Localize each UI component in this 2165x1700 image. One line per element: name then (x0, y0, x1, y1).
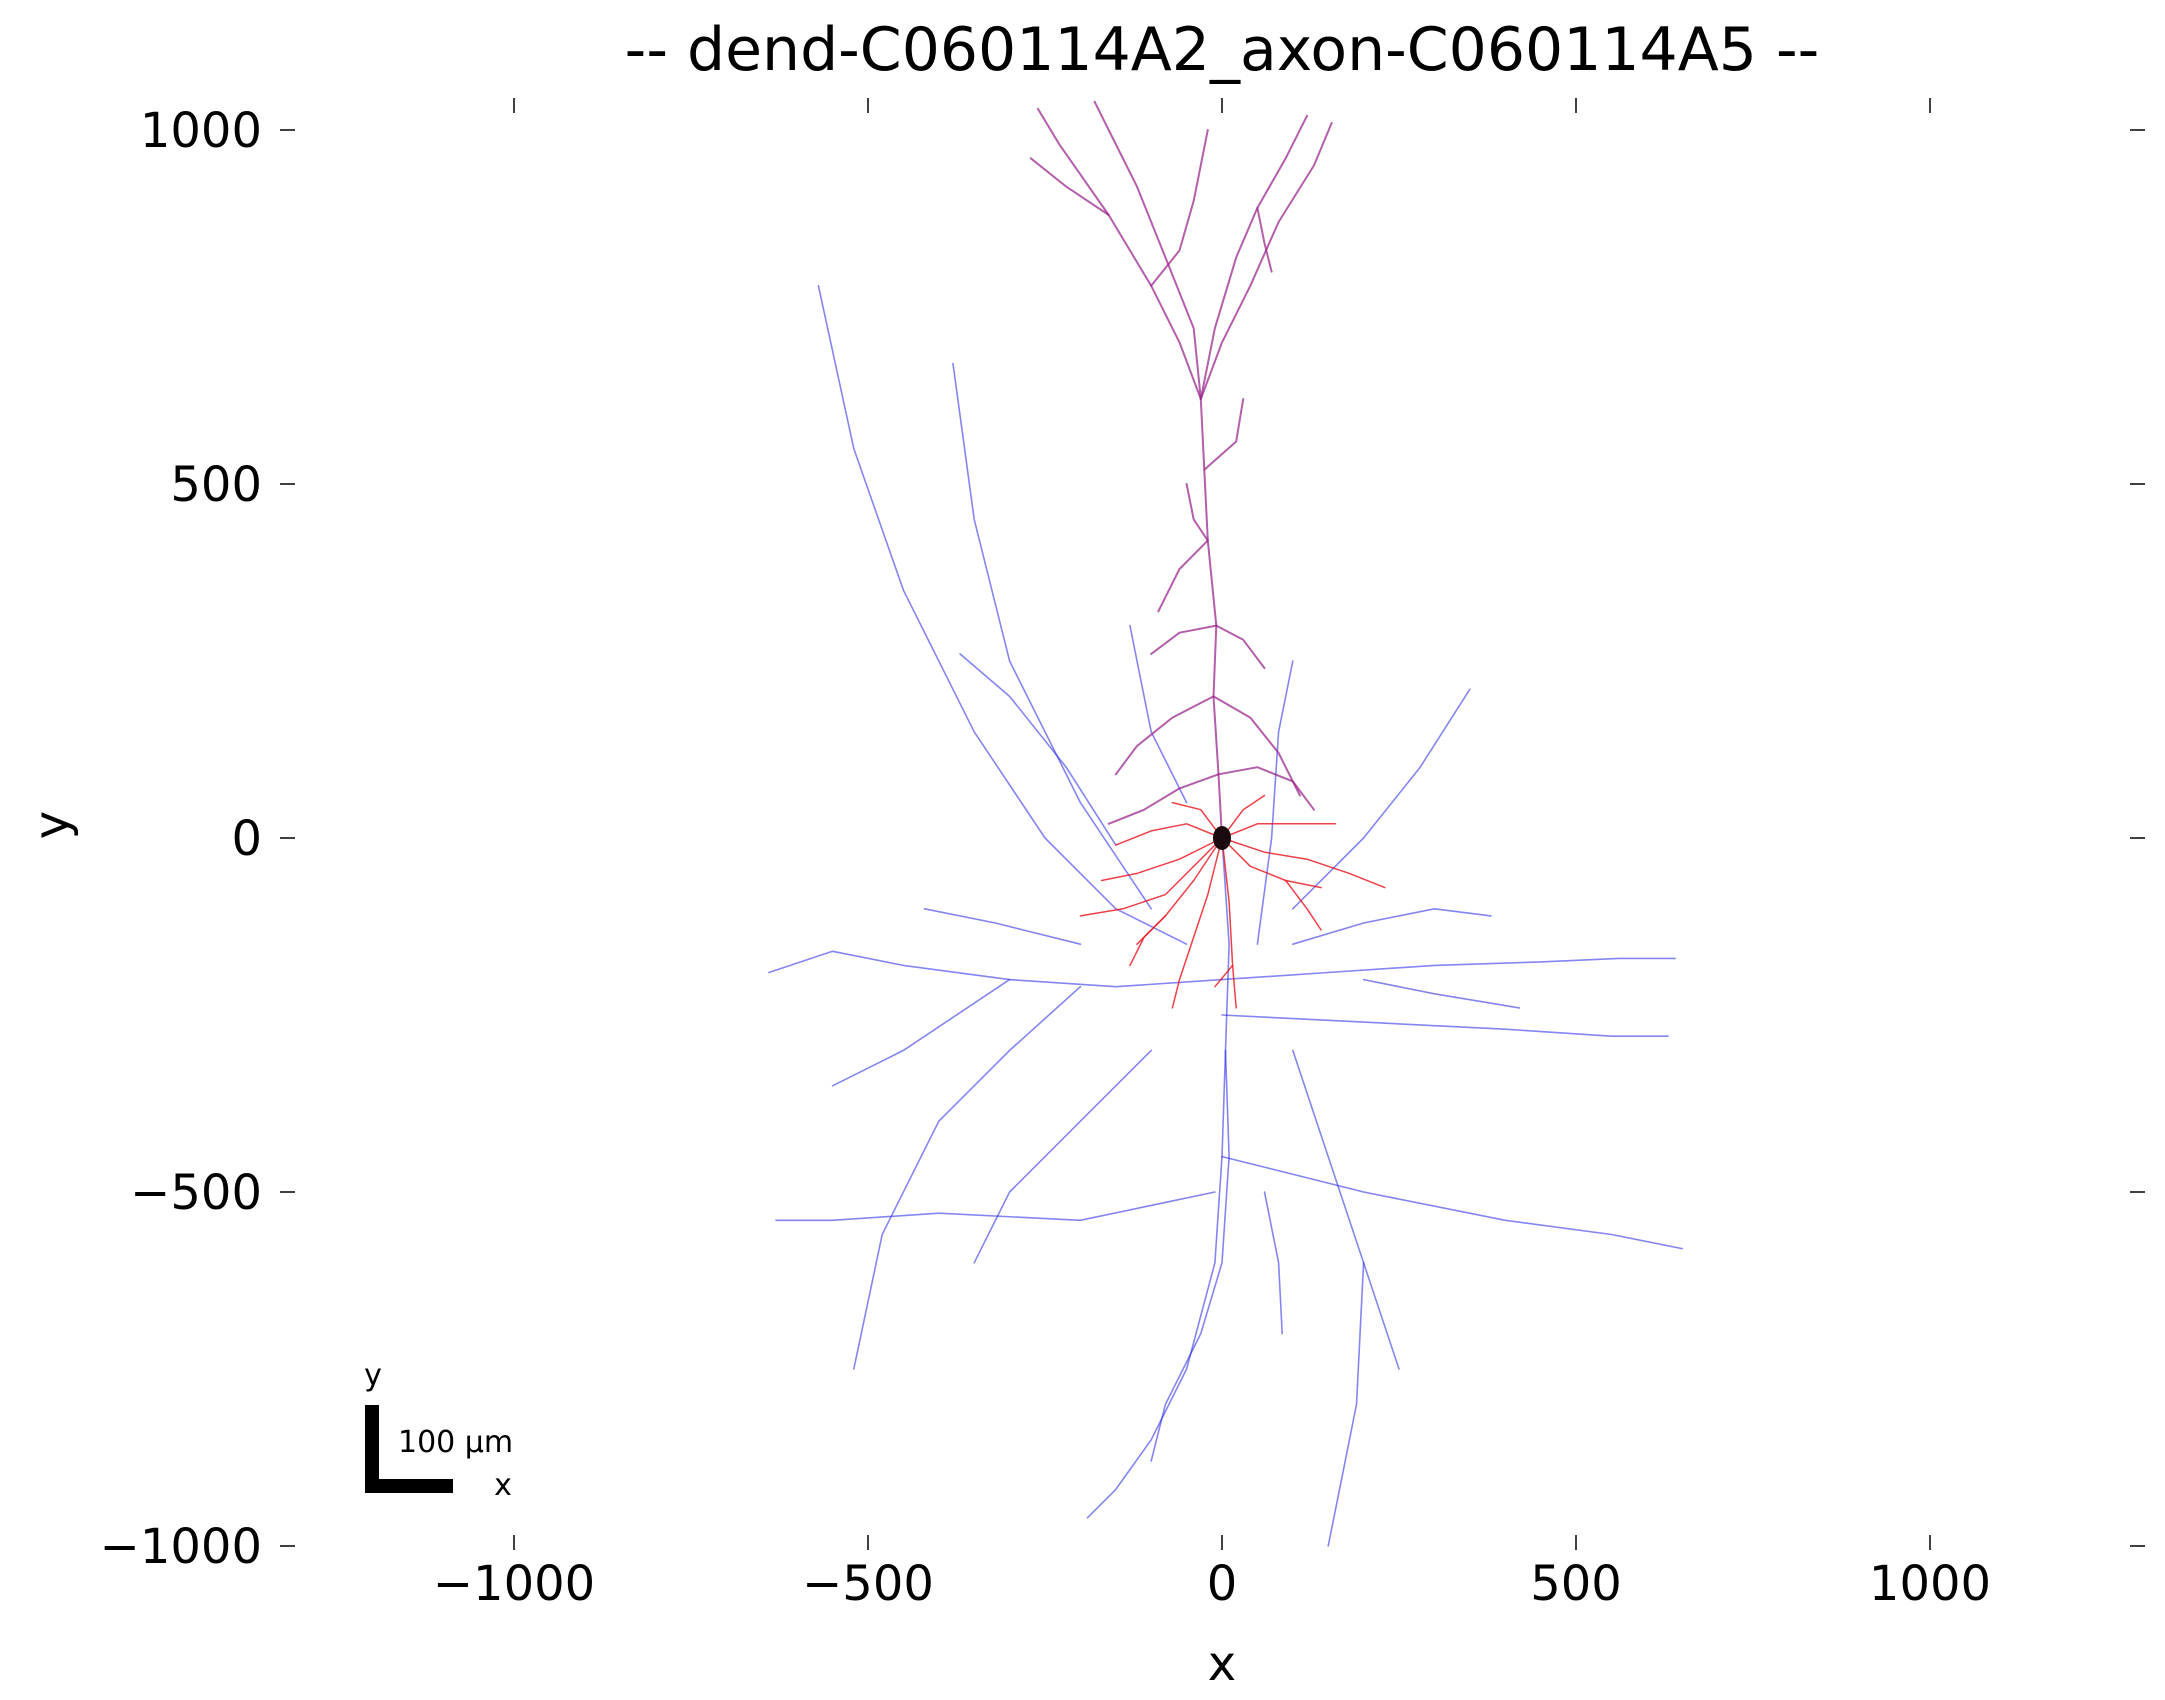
scale-bar-y-label: y (364, 1358, 382, 1393)
apical-dendrite-branch (1217, 766, 1315, 811)
axon-branch (1129, 624, 1188, 804)
axon-branch (959, 653, 1117, 846)
scale-bar-length-label: 100 μm (398, 1425, 513, 1460)
apical-dendrite-branch (1114, 695, 1215, 776)
scale-bar-vertical (365, 1405, 379, 1493)
apical-dendrite-branch (1093, 100, 1202, 400)
axon-branch (1362, 978, 1521, 1009)
basal-dendrite-branch (1221, 837, 1237, 1009)
apical-dendrite-branch (1199, 398, 1223, 839)
apical-dendrite-series (1029, 100, 1333, 839)
apical-dendrite-branch (1199, 121, 1333, 400)
axon-branch (831, 978, 1011, 1087)
axon-branch (952, 362, 1152, 910)
scale-bar-x-label: x (494, 1468, 512, 1503)
axon-branch (1221, 957, 1676, 981)
apical-dendrite-branch (1150, 129, 1209, 287)
scale-bar: y 100 μm x (364, 1358, 513, 1503)
apical-dendrite-branch (1256, 206, 1273, 273)
basal-dendrite-branch (1115, 823, 1223, 846)
y-tick-label: 1000 (140, 103, 262, 159)
x-axis-label: x (1208, 1636, 1236, 1692)
apical-dendrite-branch (1157, 539, 1209, 613)
axon-branch (923, 907, 1082, 946)
axon-series (768, 284, 1683, 1547)
basal-dendrite-branch (1171, 801, 1223, 839)
x-tick-label: 0 (1207, 1556, 1238, 1612)
apical-dendrite-branch (1203, 398, 1245, 471)
axon-branch (1263, 1191, 1283, 1335)
apical-dendrite-branch (1036, 107, 1202, 400)
basal-dendrite-branch (1221, 823, 1337, 839)
y-tick-label: −500 (130, 1165, 262, 1221)
axon-branch (973, 1049, 1152, 1264)
axon-branch (1256, 660, 1294, 946)
basal-dendrite-branch (1221, 794, 1266, 839)
basal-dendrite-branch (1214, 964, 1234, 988)
axon-branch (1221, 1014, 1669, 1037)
basal-dendrite-branch (1221, 837, 1322, 889)
axes: −1000 −500 0 500 1000 1000 500 0 −500 −1000 (100, 98, 2145, 1612)
apical-dendrite-branch (1212, 695, 1301, 797)
axon-branch (1292, 688, 1471, 910)
basal-dendrite-branch (1171, 837, 1223, 1009)
apical-dendrite-branch (1107, 773, 1220, 825)
basal-dendrite-branch (1129, 915, 1167, 967)
axon-branch (768, 950, 1223, 988)
basal-dendrite-branch (1221, 837, 1386, 889)
basal-dendrite-series (1079, 794, 1386, 1009)
morphology-traces (768, 100, 1683, 1547)
x-tick-label: 500 (1530, 1556, 1622, 1612)
basal-dendrite-branch (1284, 879, 1322, 931)
x-tick-label: −1000 (433, 1556, 595, 1612)
y-axis-label: y (24, 811, 80, 839)
apical-dendrite-branch (1029, 157, 1110, 216)
axon-branch (775, 1191, 1216, 1222)
axon-branch (1292, 907, 1492, 946)
x-tick-label: −500 (802, 1556, 934, 1612)
scale-bar-horizontal (365, 1479, 453, 1493)
x-tick-label: 1000 (1869, 1556, 1991, 1612)
chart-title: -- dend-C060114A2_axon-C060114A5 -- (625, 15, 1820, 85)
y-tick-label: 500 (170, 457, 262, 513)
axon-branch (1292, 1049, 1400, 1370)
apical-dendrite-branch (1185, 483, 1209, 542)
apical-dendrite-branch (1150, 624, 1218, 655)
axon-branch (1221, 1155, 1683, 1250)
basal-dendrite-branch (1079, 837, 1223, 917)
axon-branch (1327, 1262, 1365, 1547)
y-tick-label: 0 (231, 811, 262, 867)
soma (1213, 826, 1231, 850)
apical-dendrite-branch (1199, 114, 1308, 400)
y-tick-label: −1000 (100, 1519, 262, 1575)
axon-branch (1150, 1049, 1230, 1462)
apical-dendrite-branch (1215, 624, 1266, 670)
basal-dendrite-branch (1100, 837, 1223, 882)
axon-branch (817, 284, 1188, 946)
axon-branch (852, 985, 1082, 1370)
axon-branch (1086, 837, 1230, 1519)
